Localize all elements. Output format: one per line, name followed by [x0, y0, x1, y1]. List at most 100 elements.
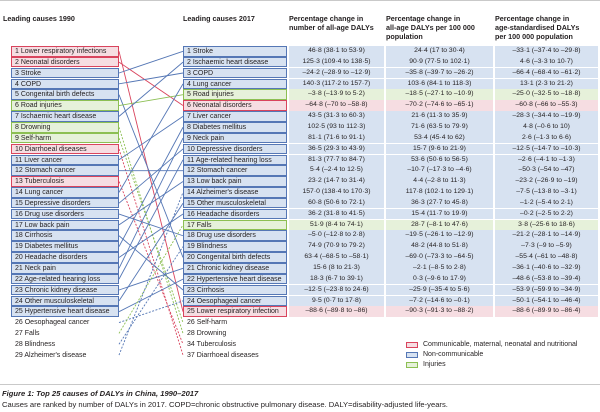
- pct-change-cell-b: –7·2 (–14·6 to –0·1): [386, 295, 493, 307]
- cause-1990-item: 28 Blindness: [15, 340, 56, 348]
- pct-change-cell-c: –50·1 (–54·1 to –46·4): [495, 295, 598, 307]
- pct-change-cell-a: 9·5 (0·7 to 17·8): [289, 295, 384, 307]
- pct-change-cell-a: –5·0 (–12·8 to 2·8): [289, 230, 384, 242]
- cause-2017-item: 11 Age-related hearing loss: [183, 154, 287, 166]
- pct-change-cell-c: –21·2 (–28·1 to –14·9): [495, 230, 598, 242]
- caption-rule: [0, 384, 600, 385]
- cause-1990-item: 10 Diarrhoeal diseases: [11, 143, 119, 155]
- pct-change-cell-b: –25·9 (–35·4 to 5·6): [386, 284, 493, 296]
- pct-change-cell-b: 15·7 (9·6 to 21·9): [386, 143, 493, 155]
- cause-1990-item: 6 Road injuries: [11, 100, 119, 111]
- pct-change-cell-b: 53·6 (50·6 to 56·5): [386, 154, 493, 166]
- cause-2017-item: 15 Other musculoskeletal: [183, 197, 287, 209]
- pct-change-cell-b: 48·2 (44·8 to 51·8): [386, 241, 493, 252]
- cause-1990-item: 4 COPD: [11, 78, 119, 90]
- caption-note: Causes are ranked by number of DALYs in …: [2, 400, 448, 409]
- pct-change-cell-b: 90·9 (77·5 to 102·1): [386, 56, 493, 68]
- pct-change-cell-c: –48·6 (–53·8 to –39·4): [495, 273, 598, 285]
- pct-change-cell-b: 28·7 (–8·1 to 47·6): [386, 219, 493, 231]
- header-2017: Leading causes 2017: [183, 14, 255, 23]
- legend-swatch-icon: [406, 362, 418, 368]
- pct-change-cell-b: –10·7 (–17·3 to –4·6): [386, 165, 493, 176]
- cause-1990-item: 26 Oesophageal cancer: [15, 319, 90, 327]
- rank-connector-line: [118, 213, 184, 237]
- pct-change-cell-a: –12·5 (–23·8 to 24·6): [289, 284, 384, 296]
- cause-1990-item: 23 Chronic kidney disease: [11, 284, 119, 296]
- cause-1990-item: 24 Other musculoskeletal: [11, 295, 119, 307]
- pct-change-cell-b: –69·0 (–73·3 to –64·5): [386, 252, 493, 263]
- pct-change-cell-a: 46·8 (38·1 to 53·9): [289, 46, 384, 57]
- pct-change-cell-c: –7·5 (–13·8 to –3·1): [495, 187, 598, 198]
- cause-2017-item: 9 Neck pain: [183, 132, 287, 144]
- rank-connector-line: [118, 192, 184, 356]
- pct-change-cell-a: –24·2 (–28·9 to –12·9): [289, 67, 384, 79]
- pct-change-cell-a: 81·1 (71·6 to 91·1): [289, 132, 384, 144]
- pct-change-cell-b: –19·5 (–26·1 to –12·9): [386, 230, 493, 242]
- rank-connector-line: [118, 127, 184, 247]
- pct-change-cell-c: –28·3 (–34·4 to –19·9): [495, 111, 598, 122]
- pct-change-cell-c: –53·9 (–59·9 to –34·9): [495, 284, 598, 296]
- cause-1990-item: 3 Stroke: [11, 67, 119, 79]
- pct-change-cell-a: 18·3 (6·7 to 39·1): [289, 273, 384, 285]
- rank-connector-line: [118, 94, 184, 106]
- pct-change-cell-b: –18·5 (–27·1 to –10·9): [386, 89, 493, 100]
- rank-connector-line: [118, 137, 184, 323]
- cause-1990-item: 14 Lung cancer: [11, 187, 119, 198]
- cause-2017-item: 6 Neonatal disorders: [183, 100, 287, 111]
- cause-1990-item: 7 Ischaemic heart disease: [11, 111, 119, 122]
- legend-swatch-icon: [406, 342, 418, 348]
- cause-2017-item: 23 Cirrhosis: [183, 284, 287, 296]
- cause-2017-item: 10 Depressive disorders: [183, 143, 287, 155]
- pct-change-cell-b: 36·3 (27·7 to 45·8): [386, 197, 493, 209]
- cause-2017-item: 24 Oesophageal cancer: [183, 295, 287, 307]
- pct-change-cell-c: 3·8 (–25·6 to 18·6): [495, 219, 598, 231]
- cause-1990-item: 19 Diabetes mellitus: [11, 241, 119, 252]
- pct-change-cell-c: –7·3 (–9 to –5·9): [495, 241, 598, 252]
- rank-connector-line: [118, 278, 184, 313]
- cause-2017-extra-item: 37 Diarrhoeal diseases: [187, 351, 259, 359]
- rank-connector-line: [118, 72, 184, 85]
- cause-2017-item: 18 Drug use disorders: [183, 230, 287, 242]
- cause-1990-item: 16 Drug use disorders: [11, 208, 119, 220]
- cause-1990-item: 22 Age-related hearing loss: [11, 273, 119, 285]
- cause-2017-item: 13 Low back pain: [183, 176, 287, 187]
- pct-change-cell-b: 71·6 (63·5 to 79·9): [386, 121, 493, 133]
- rank-connector-line: [118, 235, 184, 291]
- top-rule: [0, 0, 600, 1]
- pct-change-cell-c: –12·5 (–14·7 to –10·3): [495, 143, 598, 155]
- pct-change-cell-b: –2·1 (–8·5 to 2·8): [386, 263, 493, 274]
- cause-2017-item: 5 Road injuries: [183, 89, 287, 100]
- pct-change-cell-a: 51·9 (8·4 to 74·1): [289, 219, 384, 231]
- rank-connector-line: [118, 300, 184, 323]
- rank-connector-line: [118, 213, 184, 258]
- cause-1990-item: 1 Lower respiratory infections: [11, 46, 119, 57]
- pct-change-cell-a: 125·3 (109·4 to 138·5): [289, 56, 384, 68]
- pct-change-cell-c: 4·8 (–0·6 to 10): [495, 121, 598, 133]
- pct-change-cell-c: –60·8 (–66 to –55·3): [495, 100, 598, 111]
- rank-connector-line: [118, 83, 184, 193]
- rank-connector-line: [118, 148, 184, 204]
- rank-connector-line: [118, 202, 184, 302]
- pct-change-cell-b: 103·6 (84·1 to 118·3): [386, 78, 493, 90]
- rank-connector-line: [118, 127, 184, 334]
- cause-2017-item: 12 Stomach cancer: [183, 165, 287, 176]
- pct-change-cell-a: 157·0 (138·4 to 170·3): [289, 187, 384, 198]
- cause-2017-item: 22 Hypertensive heart disease: [183, 273, 287, 285]
- pct-change-cell-c: –23·2 (–26·9 to –19): [495, 176, 598, 187]
- pct-change-cell-c: –1·2 (–5·4 to 2·1): [495, 197, 598, 209]
- figure-caption: Figure 1: Top 25 causes of DALYs in Chin…: [2, 388, 448, 410]
- pct-change-cell-a: 60·8 (50·6 to 72·1): [289, 197, 384, 209]
- pct-change-cell-a: 74·9 (70·9 to 79·2): [289, 241, 384, 252]
- cause-1990-item: 27 Falls: [15, 330, 40, 338]
- cause-2017-item: 8 Diabetes mellitus: [183, 121, 287, 133]
- cause-2017-item: 19 Blindness: [183, 241, 287, 252]
- cause-2017-item: 4 Lung cancer: [183, 78, 287, 90]
- cause-1990-item: 20 Headache disorders: [11, 252, 119, 263]
- pct-change-cell-a: –3·8 (–13·9 to 5·2): [289, 89, 384, 100]
- cause-1990-item: 17 Low back pain: [11, 219, 119, 231]
- rank-connector-line: [118, 181, 184, 345]
- rank-connector-line: [118, 51, 184, 312]
- pct-change-cell-c: 4·6 (–3·3 to 10·7): [495, 56, 598, 68]
- cause-2017-extra-item: 34 Tuberculosis: [187, 340, 237, 348]
- pct-change-cell-a: 15·6 (8 to 21·3): [289, 263, 384, 274]
